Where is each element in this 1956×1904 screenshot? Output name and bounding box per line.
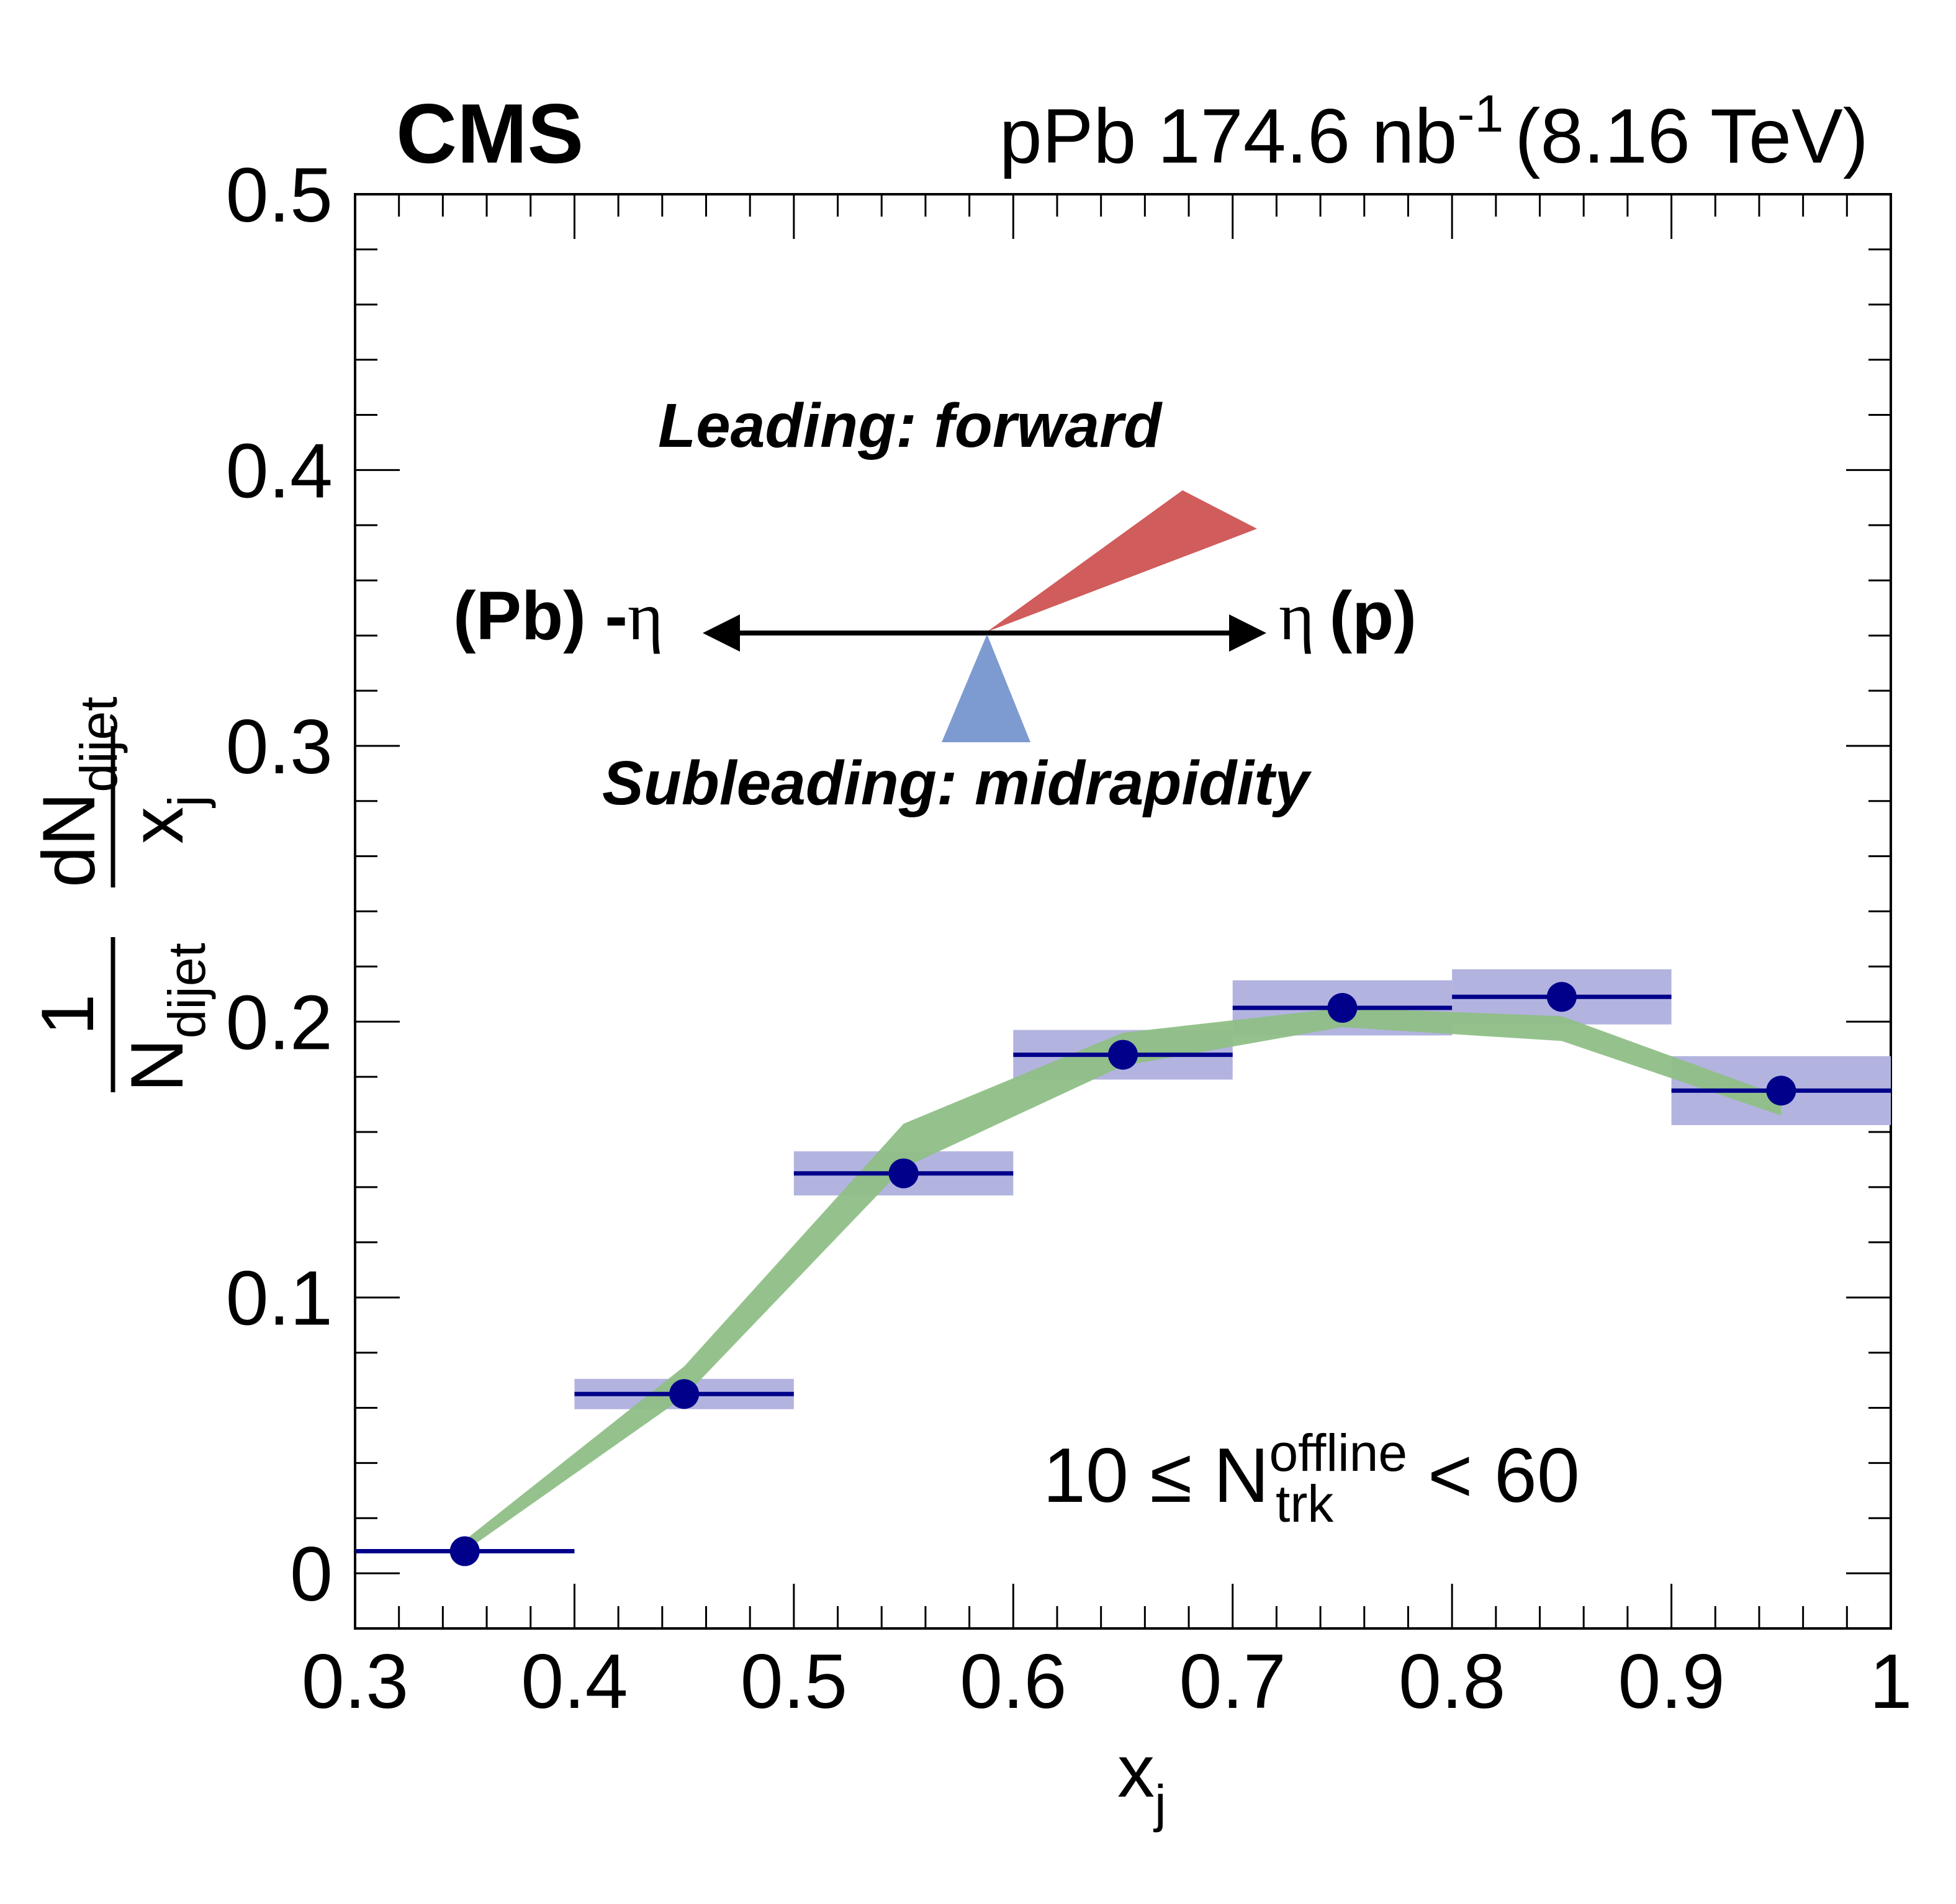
y-tick-labels: 0 0.1 0.2 0.3 0.4 0.5 (226, 153, 333, 1617)
data-point (1546, 982, 1577, 1012)
data-point (449, 1536, 480, 1566)
cms-label: CMS (396, 86, 584, 181)
leading-forward-label: Leading: forward (658, 391, 1163, 460)
pb-side-label: (Pb) -η (453, 578, 664, 654)
energy-label: (8.16 TeV) (1515, 94, 1868, 179)
data-point (1327, 993, 1358, 1023)
data-point (1766, 1075, 1796, 1106)
y-title-dndijet: dNdijet (27, 696, 128, 887)
x-tick-label: 0.7 (1179, 1639, 1286, 1725)
x-tick-label: 0.9 (1618, 1639, 1724, 1725)
luminosity-label: pPb 174.6 nb-1 (8.16 TeV) (999, 84, 1868, 179)
x-tick-label: 0.4 (521, 1639, 628, 1725)
x-tick-label: 1 (1870, 1639, 1913, 1725)
y-tick-label: 0.5 (226, 153, 333, 238)
p-side-label: η (p) (1279, 578, 1417, 654)
x-tick-labels: 0.3 0.4 0.5 0.6 0.7 0.8 0.9 1 (302, 1639, 1913, 1725)
y-title-xj: xj (115, 795, 216, 844)
y-tick-label: 0.4 (226, 428, 333, 514)
data-point (669, 1379, 700, 1409)
data-point (1108, 1040, 1138, 1070)
y-title-ndijet: Ndijet (115, 943, 216, 1092)
eta-arrow-left (703, 614, 740, 652)
y-tick-label: 0.1 (226, 1256, 333, 1342)
multiplicity-selection-sub: trk (1276, 1475, 1334, 1533)
axis-ticks (354, 193, 1892, 1630)
y-tick-label: 0.3 (226, 704, 333, 790)
data-point (888, 1158, 919, 1188)
multiplicity-selection-label: 10 ≤ Noffline (1043, 1424, 1407, 1519)
x-tick-label: 0.5 (741, 1639, 847, 1725)
x-tick-label: 0.6 (960, 1639, 1066, 1725)
x-axis-title: xj (1117, 1730, 1166, 1833)
reference-band (464, 1008, 1782, 1551)
subleading-jet-wedge (942, 634, 1030, 742)
eta-arrow-right (1229, 614, 1266, 652)
eta-symbol-left: η (628, 578, 664, 654)
leading-jet-wedge (987, 490, 1257, 632)
subleading-midrapidity-label: Subleading: midrapidity (602, 748, 1312, 818)
data-markers (449, 982, 1796, 1566)
multiplicity-selection-suffix: < 60 (1428, 1433, 1580, 1519)
x-tick-label: 0.8 (1399, 1639, 1505, 1725)
y-axis-title: 1 Ndijet dNdijet xj (26, 696, 216, 1092)
x-tick-label: 0.3 (302, 1639, 408, 1725)
y-tick-label: 0.2 (226, 980, 333, 1066)
y-title-one: 1 (26, 994, 109, 1036)
luminosity-prefix: pPb 174.6 nb (999, 94, 1458, 179)
y-tick-label: 0 (290, 1532, 333, 1617)
reference-band-area (464, 1008, 1782, 1551)
luminosity-exponent: -1 (1457, 84, 1503, 143)
eta-symbol-right: η (1279, 578, 1315, 654)
